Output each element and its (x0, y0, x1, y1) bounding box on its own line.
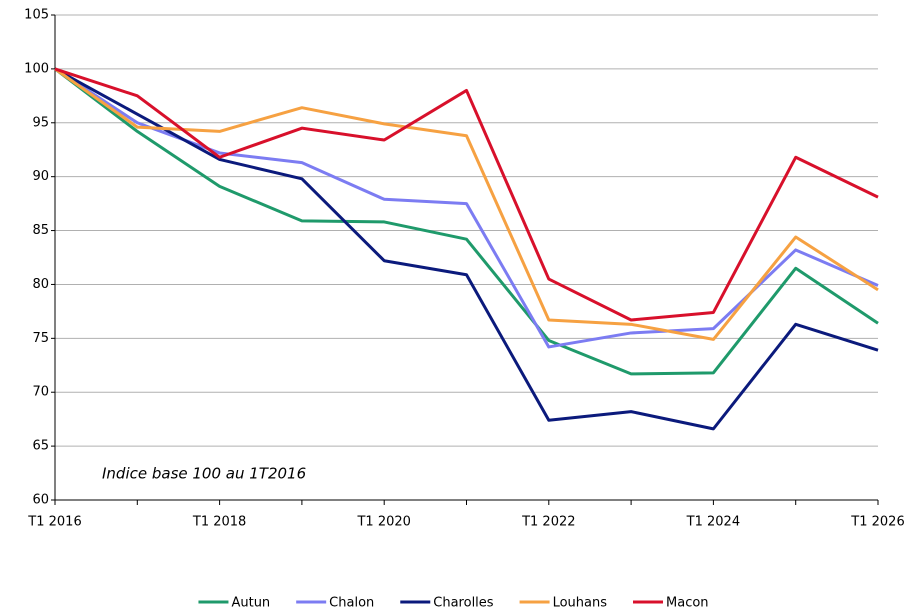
y-tick-label: 95 (32, 115, 49, 130)
legend-label: Autun (231, 596, 270, 611)
legend-label: Macon (666, 596, 709, 611)
y-tick-label: 90 (32, 169, 49, 184)
x-tick-label: T1 2024 (686, 515, 740, 530)
series-line (54, 67, 879, 341)
series-line (54, 67, 879, 322)
annotation: Indice base 100 au 1T2016 (102, 465, 306, 483)
y-tick-label: 80 (32, 277, 49, 292)
x-tick-label: T1 2020 (356, 515, 410, 530)
x-tick-label: T1 2016 (27, 515, 81, 530)
y-tick-label: 70 (32, 385, 49, 400)
y-tick-label: 75 (32, 331, 49, 346)
x-tick-label: T1 2026 (850, 515, 904, 530)
legend-label: Louhans (553, 596, 608, 611)
x-tick-label: T1 2022 (521, 515, 575, 530)
y-tick-label: 85 (32, 223, 49, 238)
series-line (54, 67, 879, 431)
x-tick-label: T1 2018 (192, 515, 246, 530)
legend-label: Chalon (329, 596, 374, 611)
y-tick-label: 65 (32, 439, 49, 454)
y-tick-label: 100 (24, 61, 49, 76)
legend: Autun Chalon Charolles Louhans Macon (198, 596, 709, 611)
legend-label: Charolles (433, 596, 494, 611)
series-line (54, 67, 879, 349)
series-line (54, 67, 879, 376)
y-tick-label: 60 (32, 493, 49, 508)
y-tick-label: 105 (24, 8, 49, 23)
